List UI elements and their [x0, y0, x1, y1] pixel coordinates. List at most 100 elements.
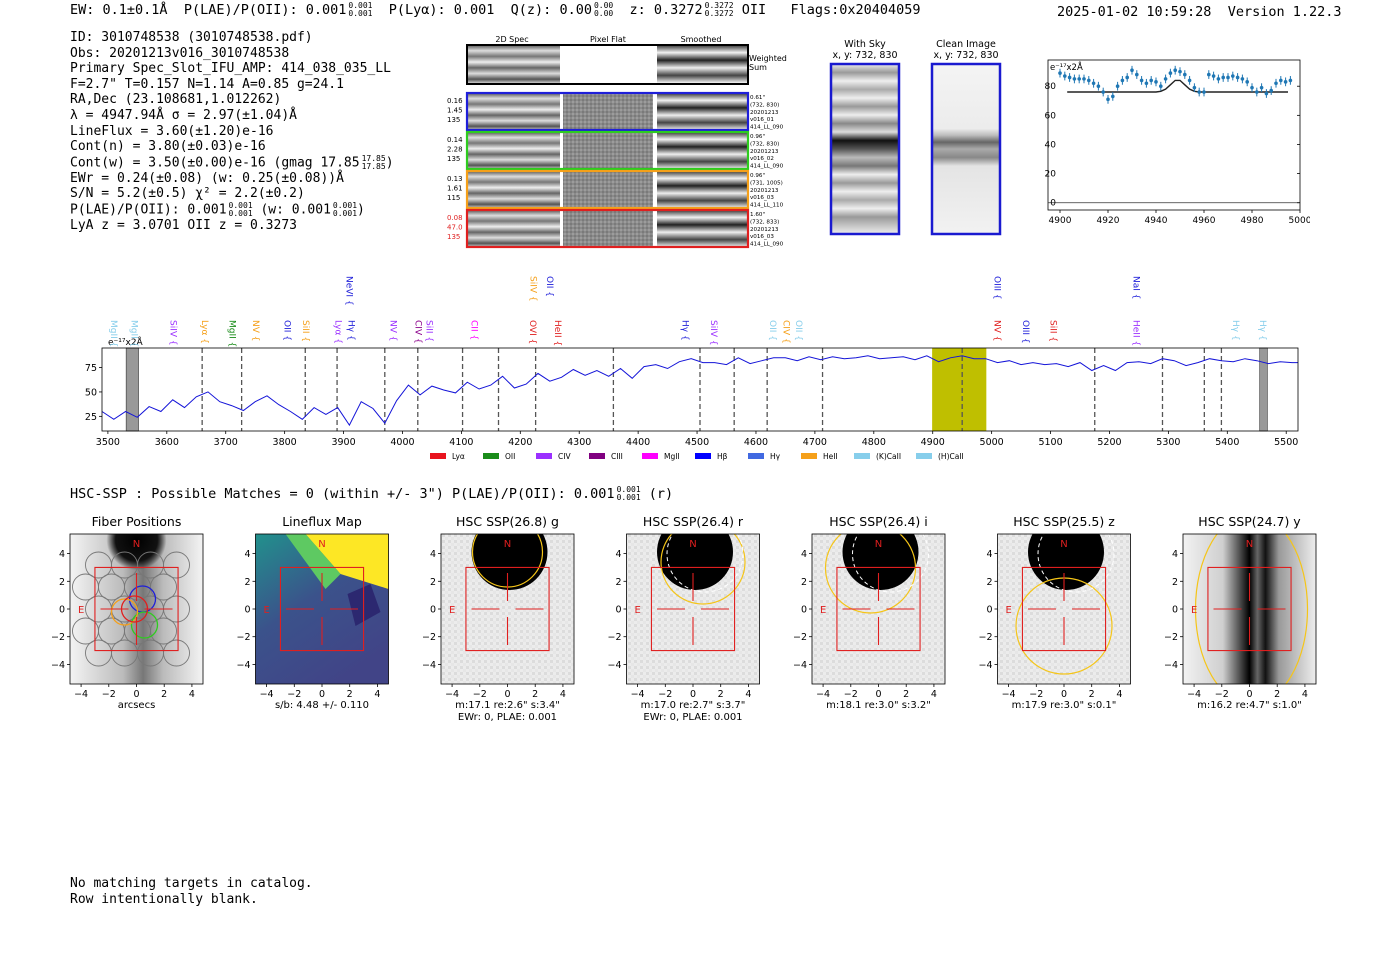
footer-text: No matching targets in catalog. Row inte… — [70, 876, 313, 907]
spec-col-2dspec: 2D Spec — [495, 35, 528, 44]
spec-row-2d — [468, 93, 560, 130]
spectrum-line-label: NV { — [250, 320, 260, 341]
cutout-caption-1: s/b: 4.48 +/- 0.110 — [275, 700, 369, 711]
header-plae: P(LAE)/P(OII): 0.001 — [183, 2, 347, 18]
spectrum-line-label: NeVI { — [344, 276, 354, 306]
header-qz-hi: 0.00 — [593, 1, 614, 10]
clean-image — [930, 62, 1002, 236]
cutout-xtick-label: 4 — [189, 689, 195, 700]
hsc-plae-hi: 0.001 — [616, 485, 641, 494]
cutout-caption-1: m:17.9 re:3.0" s:0.1" — [1012, 700, 1117, 711]
spectrum-line-label: SiIV { — [167, 320, 177, 346]
cutout-source-blob — [1028, 534, 1104, 590]
zoom-point — [1135, 72, 1139, 77]
spectrum-xtick-label: 3700 — [214, 437, 238, 448]
spec-row-frame — [465, 169, 750, 210]
cutout-xtick-label: 4 — [560, 689, 566, 700]
legend-swatch — [695, 453, 711, 459]
spectrum-ytick-label: 75 — [85, 363, 97, 374]
spec-row-right-label: 414_LL_110 — [750, 203, 784, 209]
cutout-panel-fiber: Fiber Positions N E −4 −2 0 2 4 4 2 0 −2 −4 arcsecs — [51, 514, 204, 711]
spec-row-left-label: 135 — [447, 233, 460, 241]
legend-label: Lyα — [452, 452, 465, 461]
cutout-xtick-label: −2 — [473, 689, 487, 700]
spectrum-xtick-label: 4200 — [508, 437, 532, 448]
spec-row-right-label: 0.96" — [750, 173, 765, 179]
info-primary: Primary Spec_Slot_IFU_AMP: 414_038_035_L… — [70, 61, 391, 77]
cutout-xtick-label: 4 — [374, 689, 380, 700]
spec-row-right-label: 0.96" — [750, 134, 765, 140]
spectrum-xtick-label: 4300 — [567, 437, 591, 448]
cutout-title: HSC SSP(26.4) r — [643, 514, 744, 529]
legend-swatch — [916, 453, 932, 459]
cutout-ytick-label: 2 — [801, 577, 807, 588]
cutout-xtick-label: −2 — [102, 689, 116, 700]
zoom-xtick-label: 4940 — [1145, 216, 1168, 226]
cutout-ytick-label: 4 — [430, 549, 436, 560]
info-plae: P(LAE)/P(OII): 0.001 0.001 0.001 (w: 0.001… — [70, 202, 394, 218]
header-z-hi: 0.3272 — [704, 1, 734, 10]
spectrum-xtick-label: 4400 — [626, 437, 650, 448]
cutout-ytick-label: −2 — [236, 632, 250, 643]
spectrum-line-label: OIII { — [992, 276, 1002, 300]
zoom-xtick-label: 4920 — [1097, 216, 1120, 226]
legend-swatch — [589, 453, 605, 459]
zoom-point — [1087, 78, 1091, 83]
spec-row-right-label: v016_03 — [750, 195, 774, 201]
cutout-title: Fiber Positions — [92, 514, 182, 529]
cutout-xtick-label: 2 — [903, 689, 909, 700]
spectrum-line-label: Hγ { — [679, 320, 689, 341]
cutout-ytick-label: 2 — [1172, 577, 1178, 588]
spectrum-xtick-label: 5200 — [1097, 437, 1121, 448]
cutout-xtick-label: 0 — [133, 689, 139, 700]
spectrum-line-label: MgII { — [226, 320, 236, 347]
cutout-image — [255, 534, 389, 684]
info-obs: Obs: 20201213v016_3010748538 — [70, 45, 290, 61]
header-qz-lo: 0.00 — [593, 9, 614, 18]
cutout-box — [1021, 566, 1107, 652]
cutout-xtick-label: 2 — [347, 689, 353, 700]
cutout-ytick-label: 2 — [615, 577, 621, 588]
cutout-ytick-label: 4 — [59, 549, 65, 560]
zoom-point — [1274, 81, 1278, 86]
spec-row-right-label: v016_02 — [750, 156, 774, 162]
cutout-xtick-label: −2 — [844, 689, 858, 700]
spectrum-xtick-label: 4500 — [685, 437, 709, 448]
fiber-source-blob — [106, 534, 167, 570]
cutout-title: HSC SSP(26.8) g — [456, 514, 559, 529]
header-plae-lo: 0.001 — [348, 9, 373, 18]
cutout-ytick-label: 0 — [430, 605, 436, 616]
legend-swatch — [854, 453, 870, 459]
spectrum-line-label: MgII { — [108, 320, 118, 347]
cutout-xtick-label: −4 — [1002, 689, 1016, 700]
header-z-lo: 0.3272 — [704, 9, 734, 18]
zoom-point — [1207, 72, 1211, 77]
zoom-point — [1063, 74, 1067, 78]
zoom-point — [1106, 97, 1110, 102]
cutout-xtick-label: −4 — [74, 689, 88, 700]
spec-row-left-label: 0.14 — [447, 136, 463, 144]
cutout-xtick-label: −2 — [1215, 689, 1229, 700]
zoom-point — [1163, 77, 1168, 81]
hsc-title: HSC-SSP : Possible Matches = 0 (within +… — [70, 485, 673, 503]
spectrum-line-label: Hγ { — [345, 320, 355, 341]
cutout-ytick-label: 0 — [801, 605, 807, 616]
spectrum-xtick-label: 3800 — [273, 437, 297, 448]
cutout-xtick-label: −2 — [287, 689, 301, 700]
cutout-ytick-label: 4 — [1172, 549, 1178, 560]
spectrum-line-label: NV { — [992, 320, 1002, 341]
header-line: EW: 0.1±0.1Å P(LAE)/P(OII): 0.001 0.001 0.… — [70, 1, 921, 19]
legend-label: OII — [505, 452, 515, 461]
cutout-caption-1: m:17.0 re:2.7" s:3.7" — [641, 700, 746, 711]
clean-coords: x, y: 732, 830 — [933, 50, 998, 61]
spec-row-left-label: 135 — [447, 116, 460, 124]
cutout-xtick-label: 2 — [161, 689, 167, 700]
zoom-point — [1149, 78, 1153, 83]
cutout-image — [1183, 534, 1316, 684]
spec-row-frame — [465, 208, 750, 249]
zoom-point — [1288, 78, 1293, 83]
